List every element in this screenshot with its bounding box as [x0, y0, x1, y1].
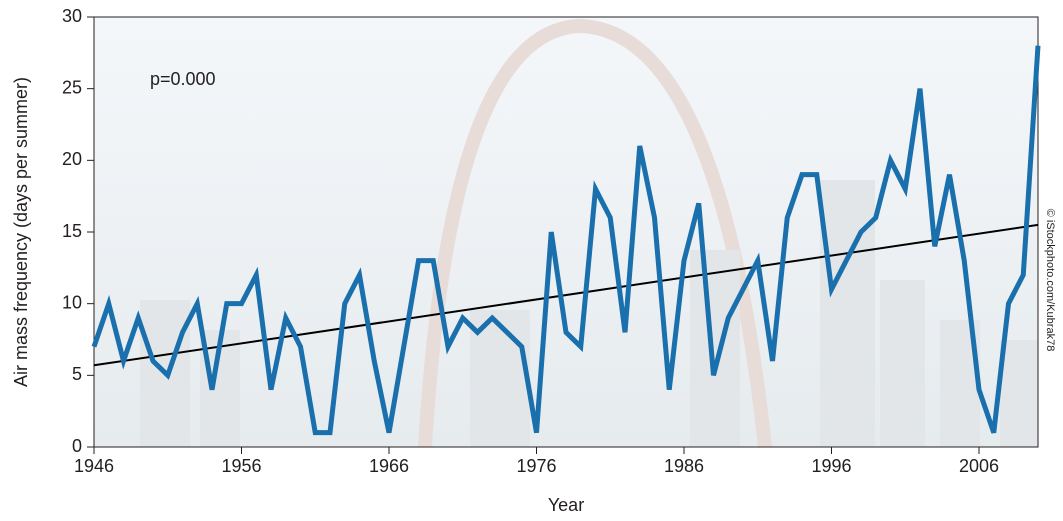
y-tick-label: 0 — [72, 436, 82, 456]
x-tick-label: 1996 — [811, 456, 851, 476]
x-tick-label: 1966 — [369, 456, 409, 476]
y-tick-label: 25 — [62, 77, 82, 97]
x-tick-label: 1986 — [664, 456, 704, 476]
y-tick-label: 20 — [62, 149, 82, 169]
y-tick-label: 5 — [72, 364, 82, 384]
annotation: p=0.000 — [150, 69, 216, 89]
credit: © iStockphoto.com/Kubrak78 — [1044, 209, 1056, 352]
y-tick-label: 15 — [62, 221, 82, 241]
x-axis-label: Year — [548, 495, 584, 515]
y-axis-label: Air mass frequency (days per summer) — [11, 77, 31, 387]
y-tick-label: 30 — [62, 6, 82, 26]
x-tick-label: 1976 — [516, 456, 556, 476]
y-tick-label: 10 — [62, 292, 82, 312]
x-tick-label: 2006 — [959, 456, 999, 476]
x-tick-label: 1956 — [221, 456, 261, 476]
x-tick-label: 1946 — [74, 456, 114, 476]
chart: p=0.000 Year Air mass frequency (days pe… — [0, 0, 1063, 516]
